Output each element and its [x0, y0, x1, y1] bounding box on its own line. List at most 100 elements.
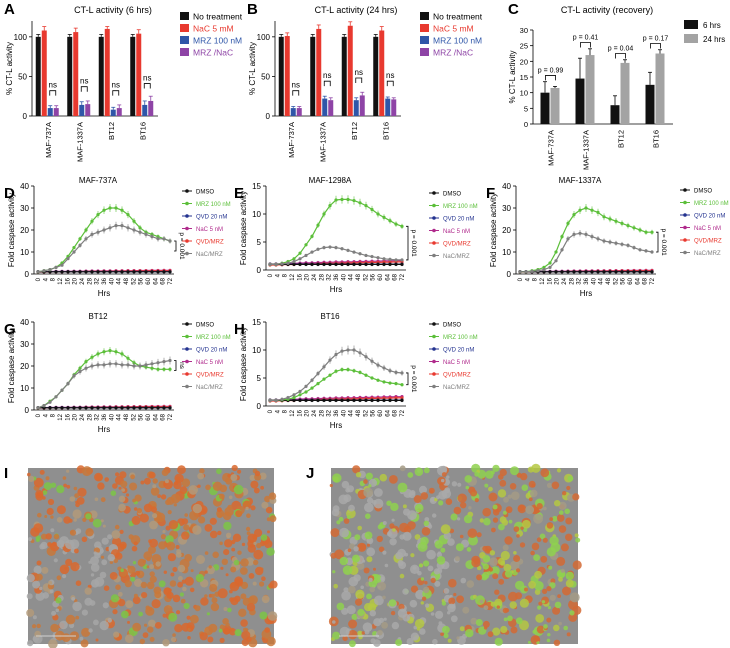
dmso-series-point — [632, 270, 636, 274]
cell — [441, 601, 447, 606]
nac-mrz-series-point — [90, 364, 94, 368]
legend-marker — [432, 384, 436, 389]
cell — [384, 563, 389, 568]
nac-mrz-series-point — [310, 378, 314, 382]
cell — [119, 529, 124, 535]
dmso-series-point — [542, 270, 546, 274]
cell — [147, 626, 154, 633]
cell — [438, 500, 444, 506]
cell — [200, 597, 209, 606]
cell — [475, 595, 485, 606]
cell — [174, 624, 183, 633]
cell — [546, 638, 551, 643]
cell — [503, 617, 508, 622]
dmso-series-point — [328, 398, 332, 402]
cell — [168, 520, 179, 530]
bar — [73, 32, 79, 117]
legend-marker — [683, 200, 687, 205]
cell — [229, 589, 233, 594]
cell — [50, 482, 57, 488]
cell — [128, 534, 134, 540]
cell — [219, 493, 225, 500]
x-tick-label: 12 — [540, 277, 546, 284]
mrz-series-point — [352, 198, 356, 203]
nac-mrz-series-point — [36, 270, 40, 274]
legend-label: No treatment — [193, 12, 243, 22]
cell — [568, 612, 578, 622]
significance-bracket — [292, 90, 300, 96]
cell — [84, 597, 93, 606]
cell — [90, 563, 100, 572]
y-tick-label: 30 — [502, 204, 511, 213]
nac-mrz-series-point — [644, 249, 648, 253]
cell — [399, 534, 405, 540]
cell — [566, 632, 571, 637]
category-label: BT12 — [617, 130, 626, 148]
cell — [520, 472, 528, 481]
mrz-series-point — [358, 201, 362, 205]
cell — [192, 525, 202, 535]
legend-marker — [432, 191, 436, 195]
cell — [229, 597, 234, 602]
nac-mrz-series-point — [162, 237, 166, 241]
cell — [93, 551, 97, 555]
legend-label: QVD/MRZ — [443, 373, 471, 379]
dmso-series-point — [316, 398, 320, 402]
nac-mrz-series-point — [346, 248, 350, 252]
x-tick-label: 28 — [569, 277, 575, 284]
nac-mrz-series-point — [394, 370, 398, 374]
cell — [534, 589, 541, 595]
dmso-series-point — [96, 406, 100, 410]
dmso-series-point — [144, 270, 148, 274]
dmso-series-point — [584, 270, 588, 274]
dmso-series-point — [602, 270, 606, 274]
cell — [542, 506, 547, 511]
nac-mrz-series-point — [90, 232, 94, 236]
mrz-series-point — [340, 368, 344, 372]
cell — [254, 470, 261, 477]
y-tick-label: 10 — [20, 248, 29, 257]
nac-mrz-series-point — [316, 371, 320, 376]
cell — [268, 492, 277, 500]
cell — [173, 480, 182, 490]
cell — [547, 633, 551, 637]
cell — [430, 497, 436, 502]
cell — [475, 619, 483, 626]
legend-label: NaC 5 nM — [443, 360, 470, 366]
legend-swatch — [180, 36, 189, 44]
cell — [366, 547, 376, 557]
nac-mrz-series-point — [78, 369, 82, 374]
cell — [413, 495, 422, 504]
nac-mrz-series-line — [520, 232, 653, 273]
cell — [160, 494, 167, 500]
cell — [460, 502, 467, 509]
cell — [110, 490, 117, 497]
cell — [135, 570, 141, 576]
cell — [170, 493, 181, 504]
x-tick-label: 60 — [146, 277, 152, 284]
cell — [40, 541, 48, 550]
dmso-series-point — [54, 406, 58, 410]
y-tick-label: 10 — [252, 346, 261, 355]
bar — [347, 25, 353, 116]
cell — [436, 495, 440, 500]
cell — [97, 482, 105, 490]
significance-label: ns — [355, 68, 363, 77]
dmso-series-point — [566, 270, 570, 274]
x-tick-label: 28 — [319, 409, 325, 416]
y-tick-label: 5 — [257, 374, 262, 383]
cell — [228, 628, 237, 636]
cell — [519, 542, 526, 548]
x-tick-label: 48 — [356, 273, 362, 280]
dmso-series-point — [84, 270, 88, 274]
cell — [127, 565, 136, 574]
cell — [204, 570, 208, 574]
cell — [162, 530, 166, 534]
x-tick-label: 48 — [606, 277, 612, 284]
cell — [41, 533, 48, 540]
category-label: MAF-1337A — [318, 122, 327, 162]
cell — [181, 518, 189, 525]
x-tick-label: 32 — [327, 273, 333, 280]
cell — [373, 567, 376, 571]
dmso-series-point — [400, 262, 404, 266]
